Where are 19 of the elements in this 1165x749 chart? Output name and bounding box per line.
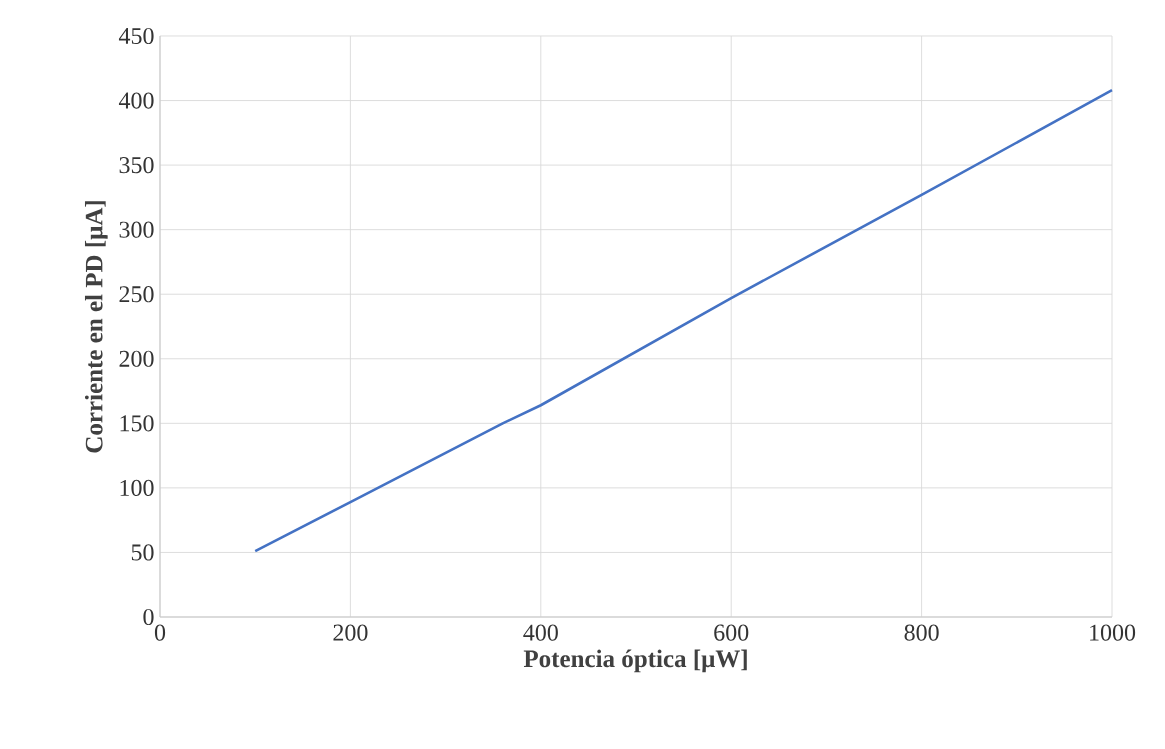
x-tick-label: 200 [333,624,368,641]
y-tick-label: 150 [120,415,154,432]
y-axis-title: Corriente en el PD [μA] [84,201,108,453]
y-tick-label: 450 [118,27,154,45]
y-tick-label: 200 [119,350,154,367]
x-tick-label: 1000 [1090,624,1136,641]
y-tick-label: 350 [119,157,154,174]
y-tick-label: 100 [120,479,154,496]
line-series [253,88,1114,553]
y-tick-label: 50 [131,544,154,561]
y-tick-label: 0 [143,608,154,626]
x-tick-label: 600 [714,624,749,641]
x-tick-label: 400 [523,624,558,641]
y-tick-label: 300 [119,221,154,238]
y-tick-label: 400 [118,92,154,109]
x-tick-label: 800 [904,624,939,641]
x-tick-label: 0 [154,624,166,641]
x-axis-title: Potencia óptica [μW] [523,649,747,673]
y-tick-label: 250 [119,286,154,303]
